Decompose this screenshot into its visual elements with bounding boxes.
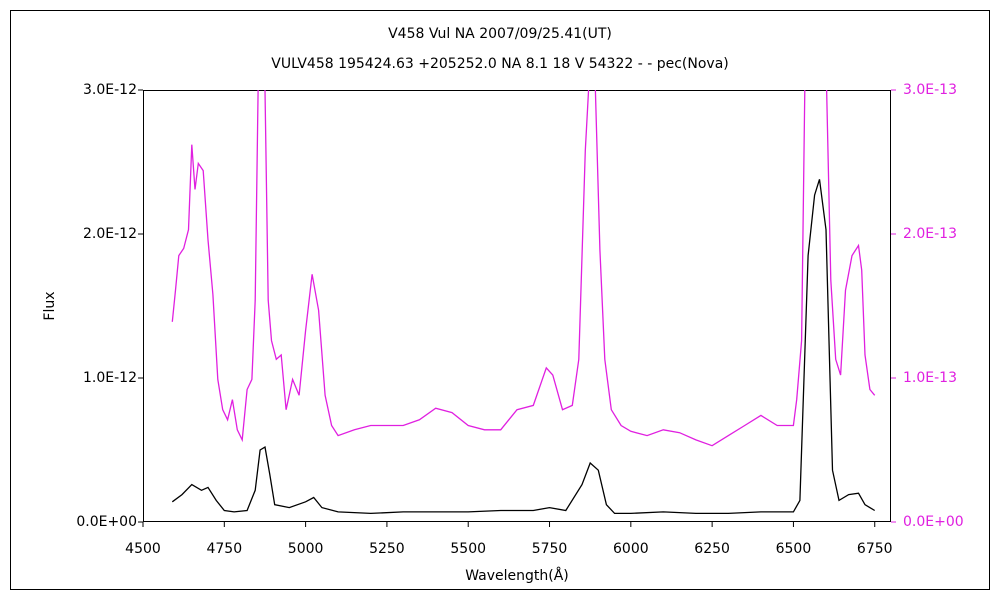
x-tick-label: 5250 (369, 541, 405, 557)
y-tick-label: 3.0E-12 (83, 82, 137, 98)
y-axis-label: Flux (42, 291, 58, 320)
x-tick-label: 4750 (206, 541, 242, 557)
y2-tick-label: 0.0E+00 (903, 514, 964, 530)
y-tick-label: 0.0E+00 (76, 514, 137, 530)
frame (10, 10, 990, 590)
x-axis-label: Wavelength(Å) (465, 567, 569, 584)
chart-subtitle: VULV458 195424.63 +205252.0 NA 8.1 18 V … (271, 56, 729, 72)
x-tick-label: 6750 (857, 541, 893, 557)
x-tick-label: 5000 (288, 541, 324, 557)
x-tick-label: 6500 (776, 541, 812, 557)
x-tick-label: 6250 (694, 541, 730, 557)
chart-title: V458 Vul NA 2007/09/25.41(UT) (388, 26, 612, 42)
y-tick-label: 2.0E-12 (83, 226, 137, 242)
x-tick-label: 4500 (125, 541, 161, 557)
plot-frame (143, 90, 891, 522)
y2-tick-label: 1.0E-13 (903, 370, 957, 386)
series-line (171, 179, 876, 515)
series-line (171, 90, 876, 447)
y2-tick-label: 2.0E-13 (903, 226, 957, 242)
y-tick-label: 1.0E-12 (83, 370, 137, 386)
x-tick-label: 5750 (532, 541, 568, 557)
y2-tick-label: 3.0E-13 (903, 82, 957, 98)
x-tick-label: 6000 (613, 541, 649, 557)
x-tick-label: 5500 (450, 541, 486, 557)
